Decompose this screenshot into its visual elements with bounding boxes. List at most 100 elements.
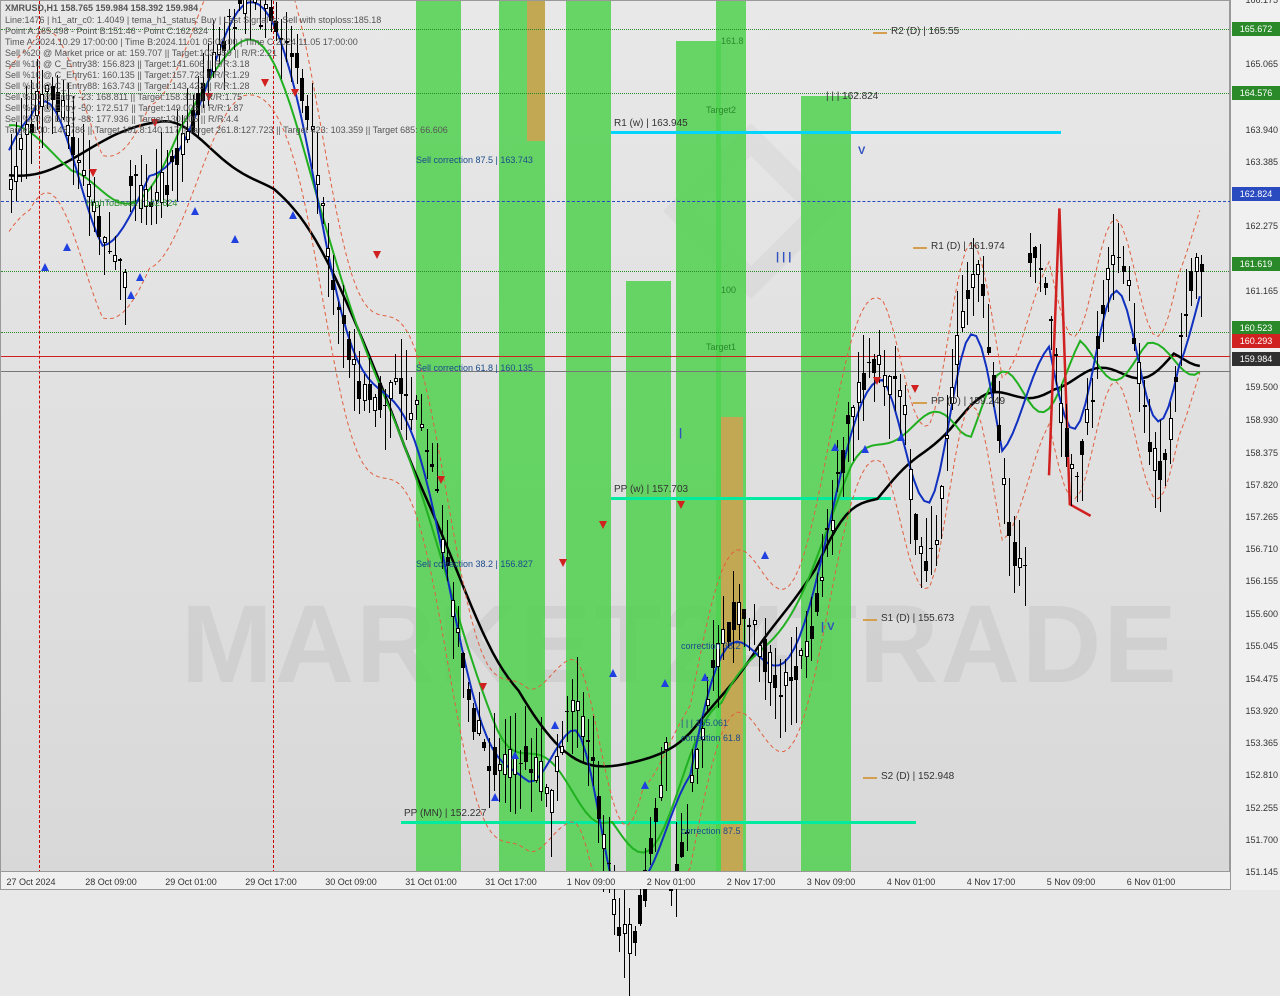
- pivot-dash: [873, 32, 887, 34]
- arrow-down-icon: [373, 251, 381, 259]
- y-marker: 160.523: [1232, 321, 1280, 335]
- symbol-header: XMRUSD,H1 158.765 159.984 158.392 159.98…: [5, 3, 198, 13]
- info-line: Line:1476 | h1_atr_c0: 1.4049 | tema_h1_…: [5, 15, 381, 25]
- y-marker: 164.576: [1232, 86, 1280, 100]
- y-tick: 157.265: [1245, 512, 1278, 522]
- elliott-wave-label: | V: [821, 621, 834, 633]
- correction-label: | | | 155.061: [681, 718, 728, 728]
- arrow-down-icon: [261, 79, 269, 87]
- horizontal-line: [1, 332, 1231, 333]
- y-tick: 166.175: [1245, 0, 1278, 5]
- arrow-up-icon: [609, 669, 617, 677]
- arrow-down-icon: [437, 476, 445, 484]
- x-tick: 2 Nov 17:00: [727, 877, 776, 887]
- elliott-wave-label: |: [679, 427, 682, 439]
- x-tick: 3 Nov 09:00: [807, 877, 856, 887]
- arrow-up-icon: [831, 443, 839, 451]
- horizontal-line: [1, 371, 1231, 372]
- arrow-up-icon: [231, 235, 239, 243]
- arrow-up-icon: [289, 211, 297, 219]
- pivot-line-label: R1 (w) | 163.945: [614, 118, 688, 129]
- info-line: Point A:165.498 - Point B:151.46 - Point…: [5, 26, 208, 36]
- correction-label: correction 61.8: [681, 733, 741, 743]
- x-tick: 31 Oct 17:00: [485, 877, 537, 887]
- green-bar: [801, 96, 851, 873]
- x-tick: 29 Oct 01:00: [165, 877, 217, 887]
- arrow-up-icon: [41, 263, 49, 271]
- y-tick: 152.255: [1245, 803, 1278, 813]
- y-tick: 159.500: [1245, 382, 1278, 392]
- correction-label: Sell correction 87.5 | 163.743: [416, 155, 533, 165]
- y-tick: 161.165: [1245, 286, 1278, 296]
- arrow-down-icon: [911, 385, 919, 393]
- arrow-down-icon: [599, 521, 607, 529]
- horizontal-line: [1, 201, 1231, 202]
- y-tick: 153.365: [1245, 738, 1278, 748]
- pivot-label: | | | 162.824: [826, 91, 878, 102]
- arrow-down-icon: [291, 89, 299, 97]
- y-tick: 162.275: [1245, 221, 1278, 231]
- y-marker: 160.293: [1232, 334, 1280, 348]
- y-tick: 151.700: [1245, 835, 1278, 845]
- y-tick: 157.820: [1245, 480, 1278, 490]
- pivot-label: PP (D) | 159.249: [931, 396, 1005, 407]
- arrow-up-icon: [491, 793, 499, 801]
- arrow-up-icon: [897, 433, 905, 441]
- x-tick: 28 Oct 09:00: [85, 877, 137, 887]
- info-line: Time A:2024.10.29 17:00:00 | Time B:2024…: [5, 37, 358, 47]
- x-tick: 29 Oct 17:00: [245, 877, 297, 887]
- arrow-down-icon: [873, 377, 881, 385]
- x-tick: 31 Oct 01:00: [405, 877, 457, 887]
- pivot-dash: [863, 619, 877, 621]
- arrow-up-icon: [701, 673, 709, 681]
- pivot-dash: [913, 247, 927, 249]
- fib-label: HighToBreak | 162.824: [86, 198, 177, 208]
- info-line: Target:100: 148.786 || Target 161.8:140.…: [5, 125, 448, 135]
- info-line: Sell %10 @ C_Entry88: 163.743 || Target:…: [5, 81, 249, 91]
- y-marker: 165.672: [1232, 22, 1280, 36]
- arrow-up-icon: [511, 751, 519, 759]
- correction-label: Sell correction 61.8 | 160.135: [416, 363, 533, 373]
- fib-label: 100: [721, 285, 736, 295]
- pivot-label: S2 (D) | 152.948: [881, 771, 954, 782]
- pivot-label: S1 (D) | 155.673: [881, 613, 954, 624]
- info-line: Sell %20 @ Entry -50: 172.517 || Target:…: [5, 103, 243, 113]
- y-tick: 163.385: [1245, 157, 1278, 167]
- y-marker: 162.824: [1232, 187, 1280, 201]
- correction-label: correction 87.5: [681, 826, 741, 836]
- arrow-up-icon: [761, 551, 769, 559]
- x-tick: 6 Nov 01:00: [1127, 877, 1176, 887]
- arrow-down-icon: [89, 169, 97, 177]
- pivot-dash: [863, 777, 877, 779]
- arrow-up-icon: [63, 243, 71, 251]
- correction-label: correction 38.2: [681, 641, 741, 651]
- arrow-down-icon: [479, 683, 487, 691]
- arrow-up-icon: [641, 781, 649, 789]
- arrow-up-icon: [551, 721, 559, 729]
- info-line: Sell %10 @ C_Entry61: 160.135 || Target:…: [5, 70, 249, 80]
- y-marker: 161.619: [1232, 257, 1280, 271]
- pivot-thick-line: [611, 131, 1061, 134]
- x-tick: 5 Nov 09:00: [1047, 877, 1096, 887]
- info-line: Sell %10 @ C_Entry38: 156.823 || Target:…: [5, 59, 249, 69]
- orange-bar: [527, 1, 545, 141]
- y-marker: 159.984: [1232, 352, 1280, 366]
- horizontal-line: [1, 271, 1231, 272]
- x-tick: 4 Nov 17:00: [967, 877, 1016, 887]
- y-tick: 158.930: [1245, 415, 1278, 425]
- pivot-thick-line: [401, 821, 916, 824]
- y-tick: 153.920: [1245, 706, 1278, 716]
- pivot-thick-line: [611, 497, 891, 500]
- arrow-up-icon: [127, 291, 135, 299]
- info-line: Sell %20 @ Entry -88: 177.936 || Target:…: [5, 114, 238, 124]
- correction-label: Sell correction 38.2 | 156.827: [416, 559, 533, 569]
- pivot-label: R1 (D) | 161.974: [931, 241, 1005, 252]
- green-bar: [676, 41, 721, 873]
- y-tick: 156.710: [1245, 544, 1278, 554]
- elliott-wave-label: V: [858, 145, 865, 157]
- y-axis: 166.175165.672165.065164.576163.940163.3…: [1230, 0, 1280, 890]
- chart-area[interactable]: MARKET24TRADE R1 (w) | 163.945PP (w) | 1…: [0, 0, 1230, 890]
- arrow-down-icon: [559, 559, 567, 567]
- info-line: Sell %10 @ Entry -23: 168.811 || Target:…: [5, 92, 242, 102]
- pivot-dash: [913, 402, 927, 404]
